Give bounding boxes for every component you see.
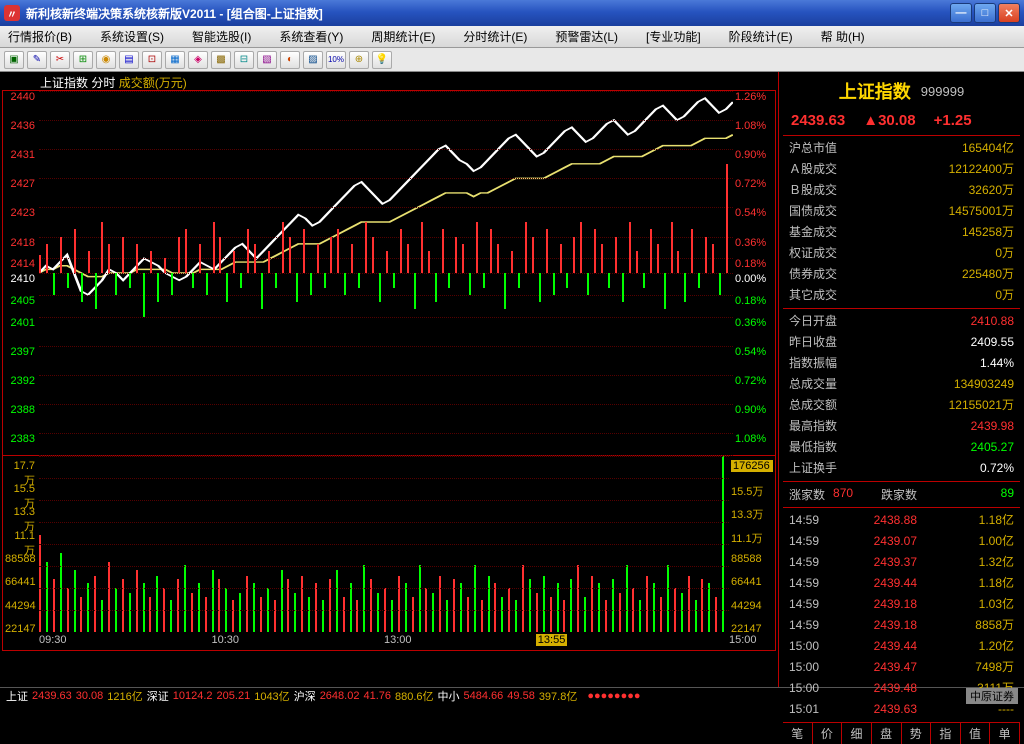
maximize-button[interactable]: □ [974, 3, 996, 23]
tool-icon[interactable]: ✎ [27, 51, 47, 69]
tool-icon[interactable]: ▧ [257, 51, 277, 69]
app-icon: 〃 [4, 5, 20, 21]
chart-header: 上证指数 分时 成交额(万元) [0, 72, 778, 90]
side-tab[interactable]: 单 [990, 723, 1020, 744]
tool-icon[interactable]: ✂ [50, 51, 70, 69]
x-axis: 09:3010:3013:0013:5515:00 [39, 634, 729, 650]
stat-row: 沪总市值165404亿 [783, 138, 1020, 159]
tool-icon[interactable]: ▤ [119, 51, 139, 69]
tool-icon[interactable]: 10% [326, 51, 346, 69]
side-tab[interactable]: 细 [842, 723, 872, 744]
stat-row: 权证成交0万 [783, 243, 1020, 264]
stat-row: Ａ股成交12122400万 [783, 159, 1020, 180]
chart-name: 上证指数 [40, 76, 88, 90]
trade-row: 15:002439.477498万 [783, 657, 1020, 678]
tool-icon[interactable]: ⊕ [349, 51, 369, 69]
menu-item[interactable]: 系统设置(S) [100, 28, 164, 45]
tool-icon[interactable]: ⊞ [73, 51, 93, 69]
menu-item[interactable]: 周期统计(E) [371, 28, 435, 45]
side-tab[interactable]: 价 [813, 723, 843, 744]
stat-row: Ｂ股成交32620万 [783, 180, 1020, 201]
menu-item[interactable]: 分时统计(E) [463, 28, 527, 45]
menu-item[interactable]: 阶段统计(E) [729, 28, 793, 45]
menu-item[interactable]: 系统查看(Y) [279, 28, 343, 45]
chart-area: 上证指数 分时 成交额(万元) 244024362431242724232418… [0, 72, 778, 687]
main-price-chart[interactable]: 2440243624312427242324182414241024052401… [2, 90, 776, 456]
y-axis-right: 1.26%1.08%0.90%0.72%0.54%0.36%0.18%0.00%… [735, 91, 773, 455]
side-tabs: 笔价细盘势指值单 [783, 722, 1020, 744]
tool-icon[interactable]: ▨ [303, 51, 323, 69]
tool-icon[interactable]: ▣ [4, 51, 24, 69]
vol-y-axis-left: 17.7万15.5万13.3万11.1万88588664414429422147 [5, 456, 37, 650]
trade-row: 15:002439.441.20亿 [783, 636, 1020, 657]
menu-item[interactable]: 预警雷达(L) [555, 28, 618, 45]
tool-icon[interactable]: 💡 [372, 51, 392, 69]
tool-icon[interactable]: ◉ [96, 51, 116, 69]
tool-icon[interactable]: ▩ [211, 51, 231, 69]
tool-icon[interactable]: ◈ [188, 51, 208, 69]
broker-name: 中原证券 [966, 688, 1018, 704]
stat-row: 国债成交14575001万 [783, 201, 1020, 222]
tool-icon[interactable]: ⊟ [234, 51, 254, 69]
index-title: 上证指数999999 [783, 74, 1020, 108]
tool-icon[interactable]: ⊡ [142, 51, 162, 69]
stat-row: 昨日收盘2409.55 [783, 332, 1020, 353]
index-price-row: 2439.63▲30.08+1.25 [783, 108, 1020, 133]
menu-item[interactable]: 帮 助(H) [821, 28, 865, 45]
trade-row: 14:592439.441.18亿 [783, 573, 1020, 594]
trade-row: 14:592439.181.03亿 [783, 594, 1020, 615]
side-tab[interactable]: 指 [931, 723, 961, 744]
window-title: 新利核新终端决策系统核新版V2011 - [组合图-上证指数] [26, 5, 323, 22]
stat-row: 其它成交0万 [783, 285, 1020, 306]
side-tab[interactable]: 盘 [872, 723, 902, 744]
trade-row: 14:592438.881.18亿 [783, 510, 1020, 531]
trade-row: 14:592439.188858万 [783, 615, 1020, 636]
stat-row: 总成交量134903249 [783, 374, 1020, 395]
chart-mode: 分时 [91, 76, 115, 90]
stat-row: 今日开盘2410.88 [783, 311, 1020, 332]
stat-row: 最高指数2439.98 [783, 416, 1020, 437]
title-bar: 〃 新利核新终端决策系统核新版V2011 - [组合图-上证指数] — □ ✕ [0, 0, 1024, 26]
toolbar: ▣ ✎ ✂ ⊞ ◉ ▤ ⊡ ▦ ◈ ▩ ⊟ ▧ ◐ ▨ 10% ⊕ 💡 [0, 48, 1024, 72]
vol-y-axis-right: 17625615.5万13.3万11.1万8858866441442942214… [731, 456, 773, 650]
menu-item[interactable]: 行情报价(B) [8, 28, 72, 45]
tool-icon[interactable]: ▦ [165, 51, 185, 69]
stat-row: 最低指数2405.27 [783, 437, 1020, 458]
trade-row: 14:592439.071.00亿 [783, 531, 1020, 552]
trade-row: 14:592439.371.32亿 [783, 552, 1020, 573]
stat-row: 上证换手0.72% [783, 458, 1020, 479]
side-tab[interactable]: 笔 [783, 723, 813, 744]
menu-item[interactable]: 智能选股(I) [192, 28, 251, 45]
chart-vol-label: 成交额(万元) [119, 76, 187, 90]
stat-row: 债券成交225480万 [783, 264, 1020, 285]
stat-row: 基金成交145258万 [783, 222, 1020, 243]
y-axis-left: 2440243624312427242324182414241024052401… [5, 91, 37, 455]
advance-decline-row: 涨家数870 跌家数89 [783, 484, 1020, 505]
side-tab[interactable]: 势 [902, 723, 932, 744]
minimize-button[interactable]: — [950, 3, 972, 23]
side-tab[interactable]: 值 [961, 723, 991, 744]
menu-item[interactable]: [专业功能] [646, 28, 701, 45]
menu-bar: 行情报价(B) 系统设置(S) 智能选股(I) 系统查看(Y) 周期统计(E) 分时统计(… [0, 26, 1024, 48]
stat-row: 指数振幅1.44% [783, 353, 1020, 374]
close-button[interactable]: ✕ [998, 3, 1020, 23]
stat-row: 总成交额12155021万 [783, 395, 1020, 416]
tool-icon[interactable]: ◐ [280, 51, 300, 69]
volume-chart[interactable]: 17.7万15.5万13.3万11.1万88588664414429422147… [2, 456, 776, 651]
side-panel: 上证指数999999 2439.63▲30.08+1.25 沪总市值165404… [778, 72, 1024, 687]
